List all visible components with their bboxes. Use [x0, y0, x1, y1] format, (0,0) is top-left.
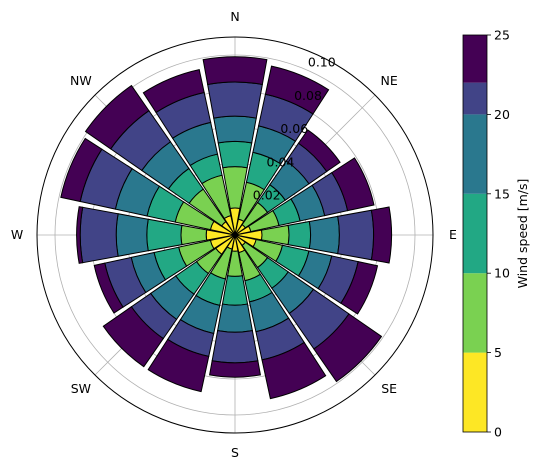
radial-tick-2: 0.06 — [280, 121, 308, 136]
radial-tick-0: 0.02 — [253, 188, 281, 203]
bar-E-bin-4 — [337, 209, 375, 261]
direction-label-W: W — [11, 227, 23, 242]
bar-S-bin-5 — [208, 360, 262, 378]
bar-N-bin-3 — [213, 115, 257, 144]
bar-N-bin-2 — [217, 140, 253, 169]
bar-W-bin-3 — [115, 213, 149, 257]
colorbar-segment-4 — [463, 82, 487, 115]
bar-NE-bin-5 — [297, 129, 341, 173]
direction-label-SW: SW — [71, 381, 91, 396]
bar-WSW-bin-5 — [93, 262, 124, 314]
direction-label-NW: NW — [70, 73, 92, 88]
radial-tick-4: 0.10 — [308, 55, 336, 70]
direction-labels: N NE E SE S SW W NW — [11, 9, 457, 460]
bar-S-bin-4 — [211, 330, 259, 364]
bar-NNE-bin-5 — [264, 65, 330, 115]
radial-tick-3: 0.08 — [294, 88, 322, 103]
polar-outer-ring — [36, 36, 434, 434]
bar-SSE-bin-5 — [261, 341, 327, 400]
colorbar-tick-3: 15 — [494, 186, 510, 201]
colorbar-segment-0 — [463, 352, 487, 432]
bar-N-bin-4 — [207, 81, 263, 119]
colorbar-label: Wind speed [m/s] — [515, 179, 530, 289]
bar-NNW-bin-5 — [142, 69, 205, 114]
colorbar-tick-2: 10 — [494, 266, 510, 281]
direction-label-E: E — [449, 227, 457, 242]
radial-tick-labels: 0.02 0.04 0.06 0.08 0.10 — [253, 55, 336, 203]
direction-label-N: N — [230, 9, 239, 24]
colorbar-tick-0: 0 — [494, 425, 502, 440]
bar-ESE-bin-5 — [340, 261, 379, 315]
direction-label-NE: NE — [381, 73, 398, 88]
bar-E-bin-3 — [308, 215, 340, 255]
direction-label-SE: SE — [381, 381, 397, 396]
colorbar-tick-5: 25 — [494, 28, 510, 43]
colorbar-segment-1 — [463, 273, 487, 353]
colorbar-tick-4: 20 — [494, 107, 510, 122]
bar-SW-bin-5 — [102, 306, 164, 368]
colorbar-frame — [462, 34, 488, 433]
radial-tick-1: 0.04 — [267, 154, 295, 169]
direction-label-S: S — [231, 445, 239, 460]
bar-SE-bin-5 — [313, 313, 383, 383]
bar-ENE-bin-5 — [331, 157, 375, 212]
bar-E-bin-2 — [287, 220, 312, 250]
colorbar: 0 5 10 15 20 25 — [462, 28, 510, 440]
bar-W-bin-4 — [79, 206, 119, 264]
colorbar-segment-3 — [463, 114, 487, 194]
colorbar-segment-5 — [463, 35, 487, 83]
colorbar-tick-1: 5 — [494, 345, 502, 360]
wind-rose-bars — [60, 56, 393, 400]
bar-NW-bin-5 — [84, 84, 150, 150]
bar-SSW-bin-5 — [147, 338, 210, 393]
bar-S-bin-2 — [221, 275, 249, 306]
bar-S-bin-3 — [217, 303, 253, 333]
colorbar-segment-2 — [463, 193, 487, 274]
bar-W-bin-2 — [146, 218, 183, 252]
bar-W-bin-5 — [76, 206, 84, 264]
bar-N-bin-5 — [202, 56, 268, 86]
bar-E-bin-5 — [370, 206, 393, 264]
bar-WNW-bin-5 — [60, 137, 103, 203]
